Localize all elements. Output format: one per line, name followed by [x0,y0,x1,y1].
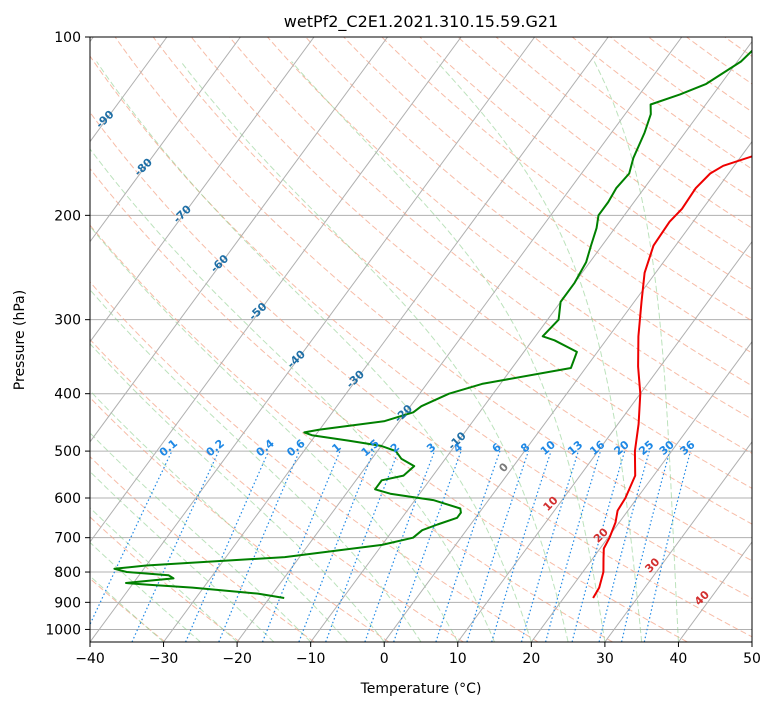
y-tick-label: 300 [54,313,81,329]
x-tick-label: 30 [596,651,614,667]
dry-adiabat [267,37,752,420]
isotherm-line [90,37,241,243]
y-tick-label: 100 [54,30,81,46]
dry-adiabat [90,167,688,642]
plot-area: -100-90-80-70-60-50-40-30-20-100.10.20.4… [90,37,752,642]
dry-adiabat [90,224,613,642]
isotherm-line [236,37,683,642]
y-tick-label: 900 [54,595,81,611]
dry-adiabat [343,37,752,354]
temperature-profile-line [592,155,752,599]
isotherm-line [310,40,752,642]
x-tick-label: −10 [296,651,326,667]
moist-adiabat [90,343,385,642]
mixing-ratio-line [643,450,692,642]
mixing-ratio-line [545,450,602,642]
dry-adiabat [495,37,752,229]
mixing-ratio-line [90,450,173,626]
dry-adiabats [90,37,752,642]
y-axis: 100 200 300 400 500 600 700 800 900 1000 [45,30,90,638]
isotherm-line [90,37,462,543]
isotherm-line [604,441,752,642]
dry-adiabat [190,37,752,489]
pressure-gridlines [90,37,752,630]
isotherm-line [90,37,315,343]
x-tick-label: −20 [222,651,252,667]
mixing-ratio-line [491,450,552,642]
isotherm-line [163,37,609,642]
dry-adiabat [90,55,752,599]
isotherm-line [383,140,752,642]
moist-adiabat [90,148,496,642]
mixing-ratio-lines [90,450,692,642]
mixing-ratio-line [621,450,671,642]
moist-adiabat [593,61,679,642]
mixing-ratio-line [364,450,436,642]
dry-adiabat [305,37,752,387]
x-tick-label: 0 [380,651,389,667]
moist-adiabat [90,390,348,642]
y-axis-title: Pressure (hPa) [12,290,28,390]
isotherms [90,37,752,642]
dewpoint-profile-line [113,49,752,599]
x-tick-label: −30 [149,651,179,667]
x-tick-label: 10 [449,651,467,667]
x-tick-label: −40 [75,651,105,667]
isotherm-line [90,37,168,143]
mixing-ratio-line [466,450,529,642]
dry-adiabat [90,396,390,642]
mixing-ratio-line [393,450,462,642]
dry-adiabat [610,37,752,141]
dry-adiabat [114,37,752,562]
mixing-ratio-line [571,450,626,642]
x-axis-title: Temperature (°C) [360,681,482,697]
y-tick-label: 200 [54,208,81,224]
moist-adiabat [436,61,643,642]
x-tick-label: 20 [522,651,540,667]
isotherm-line [90,37,388,443]
y-tick-label: 500 [54,444,81,460]
moist-adiabat [96,61,532,642]
moist-adiabat [90,470,275,642]
mixing-ratio-line [520,450,579,642]
mixing-ratio-line [218,450,300,642]
dry-adiabat [229,37,752,454]
chart-title: wetPf2_C2E1.2021.310.15.59.G21 [284,12,558,32]
moist-adiabat [90,225,459,642]
dry-adiabat [90,456,315,642]
dry-adiabat [152,37,752,525]
moist-adiabats [90,61,679,642]
y-tick-label: 600 [54,491,81,507]
y-tick-label: 800 [54,565,81,581]
y-tick-label: 1000 [45,622,81,638]
moist-adiabat [90,432,312,642]
dry-adiabat [90,281,539,642]
plot-frame [89,36,753,643]
x-tick-label: 40 [670,651,688,667]
mixing-ratio-line [598,450,650,642]
profile-series [113,49,752,599]
isotherm-line [530,340,752,642]
mixing-ratio-line [185,450,270,642]
y-tick-label: 700 [54,531,81,547]
dry-adiabat [457,37,752,260]
y-tick-label: 400 [54,387,81,403]
isotherm-line [90,37,536,642]
moist-adiabat [291,61,606,642]
dry-adiabat [90,111,752,638]
x-axis: −40 −30 −20 −10 0 10 20 30 40 50 [75,642,761,667]
mixing-ratio-line [435,450,501,642]
isotherm-line [457,240,752,642]
dry-adiabat [419,37,752,291]
dry-adiabat [381,37,752,322]
moist-adiabat [180,61,569,642]
moist-adiabat [90,289,422,642]
mixing-ratio-line [131,450,220,642]
x-tick-label: 50 [743,651,761,667]
